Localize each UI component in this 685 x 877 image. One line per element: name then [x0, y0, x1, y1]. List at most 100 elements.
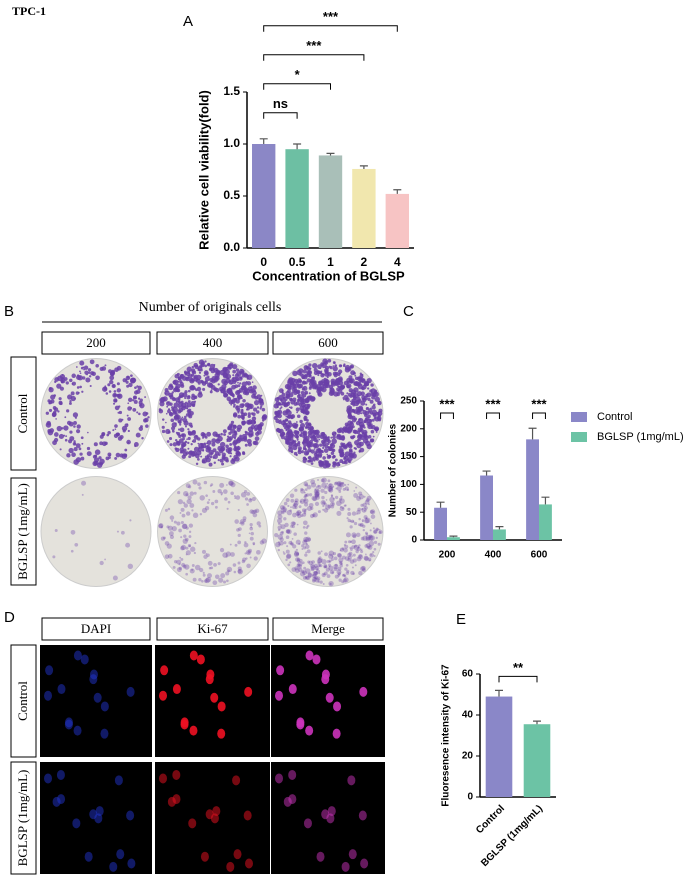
colony	[233, 495, 237, 498]
colony	[294, 550, 297, 553]
colony	[361, 431, 365, 435]
colony	[318, 454, 322, 458]
colony	[232, 374, 235, 377]
colony	[312, 570, 318, 576]
colony	[186, 438, 188, 441]
colony	[323, 565, 327, 569]
colony	[319, 564, 323, 568]
colony	[343, 363, 346, 366]
colony	[168, 531, 174, 536]
colony	[365, 533, 369, 536]
colony	[292, 521, 296, 526]
colony	[246, 381, 252, 386]
colony	[285, 419, 288, 422]
colony	[209, 455, 213, 459]
colony	[317, 478, 320, 481]
colony	[316, 576, 321, 581]
colony	[246, 563, 251, 569]
colony	[176, 567, 182, 573]
colony	[368, 540, 375, 547]
colony	[173, 402, 179, 408]
colony	[108, 390, 112, 393]
colony	[365, 536, 371, 542]
colony	[48, 387, 52, 390]
colony	[279, 537, 284, 542]
colony	[174, 438, 178, 442]
colony	[336, 387, 341, 392]
colony	[372, 551, 375, 554]
colony	[375, 527, 379, 532]
colony	[95, 375, 100, 381]
colony	[245, 431, 249, 436]
colony	[369, 545, 372, 548]
colony	[320, 373, 325, 378]
colony	[78, 391, 80, 394]
colony	[365, 531, 368, 535]
colony	[53, 432, 59, 437]
colony	[296, 559, 300, 563]
nucleus	[210, 692, 219, 703]
colony	[282, 505, 286, 509]
colony	[239, 382, 242, 385]
colony	[81, 442, 84, 445]
colony	[299, 405, 305, 411]
colony	[67, 394, 73, 400]
colony	[327, 439, 331, 444]
colony	[114, 424, 118, 428]
colony	[206, 573, 212, 579]
colony	[237, 540, 242, 545]
colony	[187, 436, 191, 441]
colony	[296, 563, 301, 568]
colony	[330, 504, 335, 509]
colony	[352, 553, 356, 557]
colony	[359, 435, 365, 441]
colony	[235, 495, 241, 500]
colony	[305, 542, 308, 546]
colony	[296, 383, 302, 389]
colony	[312, 513, 316, 518]
colony	[169, 437, 173, 441]
colony	[372, 403, 376, 406]
colony	[349, 449, 352, 452]
colony	[237, 436, 243, 442]
colony	[196, 386, 202, 392]
colony	[48, 402, 51, 405]
colony	[169, 443, 173, 447]
bracket	[440, 412, 454, 419]
colony	[88, 375, 92, 378]
colony	[173, 406, 176, 408]
colony	[112, 575, 118, 581]
colony	[365, 498, 370, 502]
bar	[539, 504, 552, 540]
colony	[172, 430, 175, 433]
colony	[364, 431, 367, 434]
colony	[296, 557, 301, 562]
colony	[197, 442, 200, 445]
colony	[323, 571, 328, 576]
colony	[314, 571, 319, 576]
colony	[243, 542, 249, 548]
colony	[232, 364, 238, 370]
colony	[314, 493, 320, 499]
colony	[346, 488, 350, 492]
colony	[261, 538, 267, 544]
colony	[225, 551, 231, 557]
error-bar	[436, 501, 445, 508]
colony	[369, 399, 374, 404]
colony	[364, 413, 368, 418]
colony	[232, 369, 237, 374]
colony	[353, 387, 359, 393]
colony	[323, 487, 326, 490]
colony	[341, 481, 345, 485]
colony	[187, 441, 190, 445]
colony	[324, 552, 328, 557]
colony	[296, 438, 299, 441]
colony	[192, 577, 197, 582]
nucleus	[288, 769, 297, 780]
colony	[361, 519, 365, 522]
colony	[180, 557, 184, 561]
nucleus	[348, 849, 357, 860]
colony	[228, 436, 233, 441]
colony	[250, 531, 254, 536]
colony	[99, 366, 104, 371]
